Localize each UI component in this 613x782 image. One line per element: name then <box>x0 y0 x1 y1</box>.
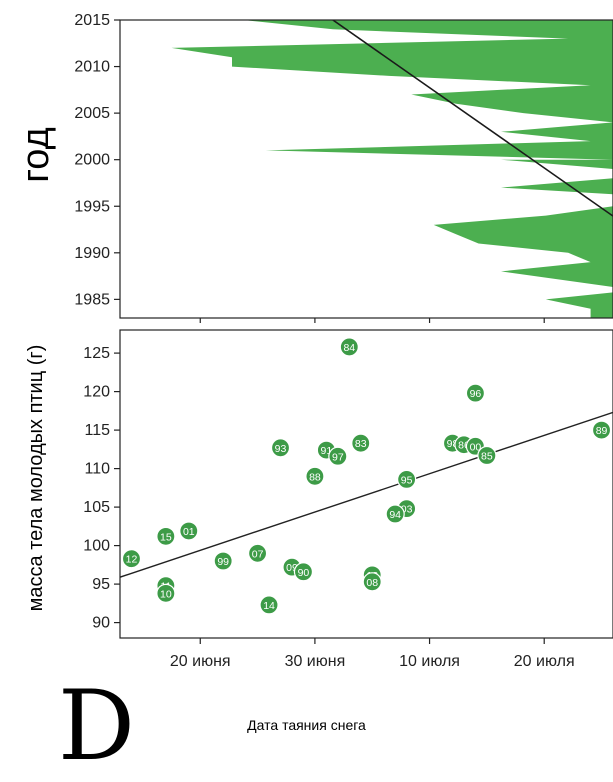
bottom-x-tick-label: 30 июня <box>285 653 346 670</box>
data-point-label: 01 <box>183 526 195 538</box>
bottom-y-axis-label: масса тела молодых птиц (г) <box>25 345 47 612</box>
data-point: 99 <box>214 552 232 570</box>
data-point-label: 97 <box>332 451 344 463</box>
data-point: 90 <box>294 563 312 581</box>
top-y-tick-label: 1995 <box>74 198 110 215</box>
data-point-label: 95 <box>401 474 413 486</box>
top-y-tick-label: 1985 <box>74 291 110 308</box>
bottom-x-tick-label: 10 июля <box>399 653 460 670</box>
data-point: 85 <box>478 447 496 465</box>
snowmelt-area <box>172 20 613 323</box>
data-point: 97 <box>329 447 347 465</box>
data-point-label: 96 <box>470 388 482 400</box>
data-point-label: 15 <box>160 531 172 543</box>
data-point: 96 <box>466 384 484 402</box>
data-point: 88 <box>306 467 324 485</box>
data-point: 07 <box>249 544 267 562</box>
data-point: 01 <box>180 522 198 540</box>
data-point: 12 <box>122 550 140 568</box>
bottom-y-tick-label: 110 <box>84 461 110 478</box>
bottom-y-tick-label: 125 <box>83 345 110 362</box>
data-point-label: 07 <box>252 548 264 560</box>
bottom-x-tick-label: 20 июля <box>514 653 575 670</box>
data-point-label: 84 <box>343 342 355 354</box>
data-point-label: 90 <box>298 567 310 579</box>
data-point-label: 85 <box>481 451 493 463</box>
top-y-tick-label: 2005 <box>74 105 110 122</box>
top-y-tick-label: 2015 <box>74 12 110 29</box>
data-point: 84 <box>340 338 358 356</box>
chart-figure: 1985 1990 1995 2000 2005 2010 2015 год 84 96 89 8… <box>0 0 613 740</box>
bottom-x-tick-label: 20 июня <box>170 653 231 670</box>
data-point: 15 <box>157 527 175 545</box>
data-point-label: 14 <box>263 600 275 612</box>
data-point: 89 <box>593 421 611 439</box>
data-point-label: 12 <box>126 554 138 566</box>
bottom-y-tick-label: 95 <box>92 576 110 593</box>
data-point-label: 94 <box>389 509 401 521</box>
data-point-label: 93 <box>275 443 287 455</box>
data-point: 93 <box>272 439 290 457</box>
bottom-y-tick-label: 100 <box>83 538 110 555</box>
bottom-y-tick-label: 105 <box>83 499 110 516</box>
bottom-y-tick-label: 90 <box>92 615 110 632</box>
data-point-label: 99 <box>217 556 229 568</box>
data-point: 95 <box>398 470 416 488</box>
data-point-label: 08 <box>366 577 378 589</box>
data-point-label: 89 <box>596 425 608 437</box>
data-point: 10 <box>157 584 175 602</box>
data-point-label: 88 <box>309 471 321 483</box>
top-y-tick-label: 2010 <box>74 59 110 76</box>
data-point: 83 <box>352 434 370 452</box>
bottom-y-tick-label: 115 <box>84 422 110 439</box>
data-point: 14 <box>260 596 278 614</box>
top-y-axis-label: год <box>15 127 57 183</box>
x-axis-title: Дата таяния снега <box>0 717 613 733</box>
top-y-tick-label: 2000 <box>74 152 110 169</box>
melt-date-by-year-panel: 1985 1990 1995 2000 2005 2010 2015 год <box>15 12 613 323</box>
data-point: 94 <box>386 505 404 523</box>
top-y-tick-label: 1990 <box>74 245 110 262</box>
data-point: 08 <box>363 573 381 591</box>
bottom-plot-frame <box>120 330 613 638</box>
bottom-y-tick-label: 120 <box>83 384 110 401</box>
data-point-label: 10 <box>160 588 172 600</box>
data-point-label: 83 <box>355 438 367 450</box>
